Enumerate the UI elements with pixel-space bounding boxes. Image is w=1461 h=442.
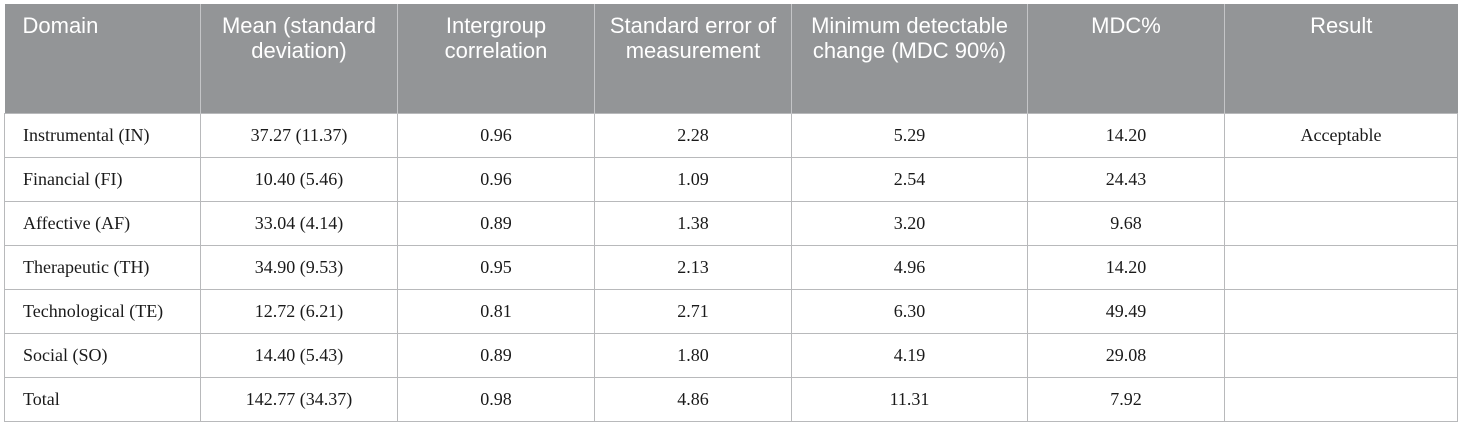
header-mdc-percent: MDC% bbox=[1027, 4, 1225, 113]
cell-mdc-percent: 49.49 bbox=[1027, 288, 1225, 334]
cell-mdc90: 6.30 bbox=[791, 288, 1028, 334]
cell-domain: Technological (TE) bbox=[4, 288, 201, 334]
cell-sem: 1.38 bbox=[594, 200, 792, 246]
cell-correlation: 0.96 bbox=[397, 156, 595, 202]
cell-mdc90: 2.54 bbox=[791, 156, 1028, 202]
cell-mean-sd: 14.40 (5.43) bbox=[200, 332, 398, 378]
cell-correlation: 0.81 bbox=[397, 288, 595, 334]
cell-correlation: 0.89 bbox=[397, 200, 595, 246]
cell-mdc-percent: 14.20 bbox=[1027, 244, 1225, 290]
cell-mean-sd: 12.72 (6.21) bbox=[200, 288, 398, 334]
cell-mdc-percent: 9.68 bbox=[1027, 200, 1225, 246]
header-row: Domain Mean (standard deviation) Intergr… bbox=[4, 4, 1458, 113]
cell-mdc90: 5.29 bbox=[791, 112, 1028, 158]
header-mdc90: Minimum detectable change (MDC 90%) bbox=[791, 4, 1028, 113]
table-header: Domain Mean (standard deviation) Intergr… bbox=[4, 4, 1458, 113]
cell-mdc90: 4.19 bbox=[791, 332, 1028, 378]
cell-sem: 2.13 bbox=[594, 244, 792, 290]
cell-mdc-percent: 14.20 bbox=[1027, 112, 1225, 158]
cell-result bbox=[1224, 156, 1458, 202]
cell-result: Acceptable bbox=[1224, 112, 1458, 158]
cell-domain: Social (SO) bbox=[4, 332, 201, 378]
table-row: Social (SO) 14.40 (5.43) 0.89 1.80 4.19 … bbox=[4, 332, 1458, 378]
cell-sem: 1.80 bbox=[594, 332, 792, 378]
header-mean-sd: Mean (standard deviation) bbox=[200, 4, 398, 113]
cell-result bbox=[1224, 244, 1458, 290]
cell-correlation: 0.98 bbox=[397, 376, 595, 422]
cell-result bbox=[1224, 288, 1458, 334]
cell-mdc-percent: 7.92 bbox=[1027, 376, 1225, 422]
table-row: Technological (TE) 12.72 (6.21) 0.81 2.7… bbox=[4, 288, 1458, 334]
cell-result bbox=[1224, 200, 1458, 246]
cell-mean-sd: 37.27 (11.37) bbox=[200, 112, 398, 158]
cell-domain: Therapeutic (TH) bbox=[4, 244, 201, 290]
cell-correlation: 0.96 bbox=[397, 112, 595, 158]
cell-mean-sd: 142.77 (34.37) bbox=[200, 376, 398, 422]
table-row: Therapeutic (TH) 34.90 (9.53) 0.95 2.13 … bbox=[4, 244, 1458, 290]
table-row: Affective (AF) 33.04 (4.14) 0.89 1.38 3.… bbox=[4, 200, 1458, 246]
header-domain: Domain bbox=[4, 4, 201, 113]
table-row-total: Total 142.77 (34.37) 0.98 4.86 11.31 7.9… bbox=[4, 376, 1458, 422]
header-standard-error: Standard error of measurement bbox=[594, 4, 792, 113]
cell-domain: Financial (FI) bbox=[4, 156, 201, 202]
cell-mean-sd: 33.04 (4.14) bbox=[200, 200, 398, 246]
table-row: Instrumental (IN) 37.27 (11.37) 0.96 2.2… bbox=[4, 112, 1458, 158]
cell-sem: 2.28 bbox=[594, 112, 792, 158]
cell-mdc-percent: 24.43 bbox=[1027, 156, 1225, 202]
cell-mdc-percent: 29.08 bbox=[1027, 332, 1225, 378]
cell-sem: 2.71 bbox=[594, 288, 792, 334]
cell-result bbox=[1224, 376, 1458, 422]
cell-mdc90: 3.20 bbox=[791, 200, 1028, 246]
cell-domain: Affective (AF) bbox=[4, 200, 201, 246]
cell-sem: 1.09 bbox=[594, 156, 792, 202]
cell-mdc90: 4.96 bbox=[791, 244, 1028, 290]
cell-domain: Instrumental (IN) bbox=[4, 112, 201, 158]
cell-mean-sd: 10.40 (5.46) bbox=[200, 156, 398, 202]
cell-result bbox=[1224, 332, 1458, 378]
cell-mdc90: 11.31 bbox=[791, 376, 1028, 422]
cell-sem: 4.86 bbox=[594, 376, 792, 422]
table-body: Instrumental (IN) 37.27 (11.37) 0.96 2.2… bbox=[4, 112, 1458, 422]
table-row: Financial (FI) 10.40 (5.46) 0.96 1.09 2.… bbox=[4, 156, 1458, 202]
cell-mean-sd: 34.90 (9.53) bbox=[200, 244, 398, 290]
results-table: Domain Mean (standard deviation) Intergr… bbox=[4, 4, 1458, 422]
header-result: Result bbox=[1224, 4, 1458, 113]
cell-correlation: 0.95 bbox=[397, 244, 595, 290]
header-intergroup-correlation: Intergroup correlation bbox=[397, 4, 595, 113]
cell-correlation: 0.89 bbox=[397, 332, 595, 378]
cell-domain: Total bbox=[4, 376, 201, 422]
